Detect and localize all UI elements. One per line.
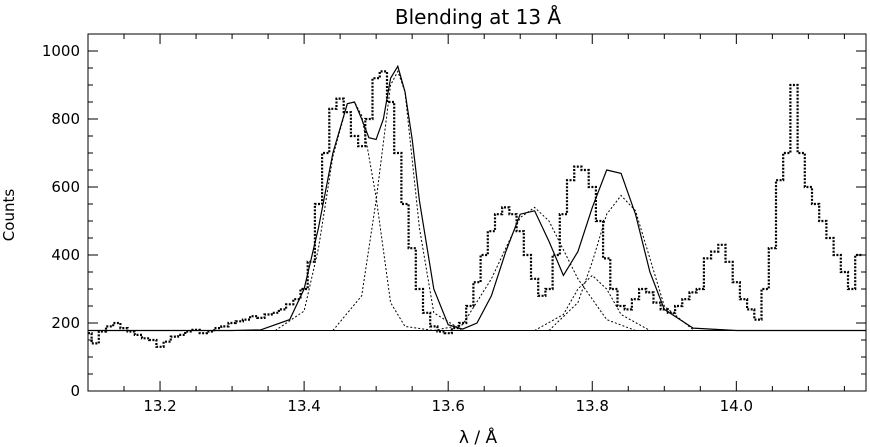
plot-area: 13.2 13.4 13.6 13.8 14.0 0 200 400 600 800 1000: [42, 33, 867, 415]
y-tick-label: 200: [51, 314, 80, 332]
model-fit-line: [88, 64, 866, 332]
gaussian-component-6: [548, 194, 694, 331]
gaussian-component-5: [534, 274, 651, 331]
y-tick-label: 0: [70, 382, 80, 400]
x-tick-label: 13.6: [431, 397, 464, 415]
y-tick-label: 800: [51, 110, 80, 128]
observed-spectrum-histogram: [88, 70, 863, 348]
chart-title: Blending at 13 Å: [395, 5, 562, 29]
gaussian-component-4: [433, 206, 636, 331]
x-tick-label: 13.4: [287, 397, 320, 415]
y-tick-label: 400: [51, 246, 80, 264]
x-tick-label: 13.2: [143, 397, 176, 415]
y-axis-label: Counts: [0, 189, 18, 242]
gaussian-component-3: [332, 70, 463, 331]
gaussian-component-2: [275, 101, 434, 331]
x-axis-label: λ / Å: [459, 426, 498, 447]
x-tick-label: 13.8: [576, 397, 609, 415]
plot-frame: [87, 33, 867, 392]
x-tick-label: 14.0: [720, 397, 753, 415]
y-tick-label: 1000: [42, 42, 80, 60]
y-tick-label: 600: [51, 178, 80, 196]
